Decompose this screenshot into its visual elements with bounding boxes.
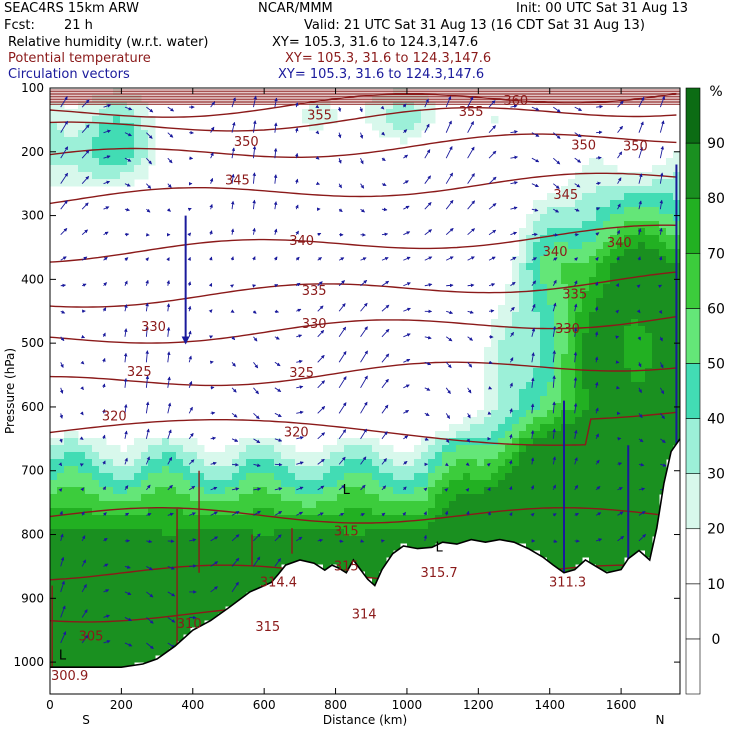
- theta-label: 314.4: [260, 575, 297, 590]
- y-tick-label: 600: [21, 400, 44, 414]
- colorbar-swatch: [685, 87, 701, 144]
- circulation-vectors: [58, 95, 680, 650]
- field-name-vectors: Circulation vectors: [8, 67, 130, 82]
- colorbar-label: 90: [707, 136, 725, 152]
- theta-label: 320: [102, 410, 127, 425]
- low-marker: L: [343, 483, 351, 498]
- init-time: Init: 00 UTC Sat 31 Aug 13: [516, 1, 689, 16]
- theta-label: 314: [352, 607, 377, 622]
- theta-label: 311.3: [549, 575, 586, 590]
- model-name: SEAC4RS 15km ARW: [4, 1, 140, 16]
- colorbar-unit: %: [709, 84, 722, 100]
- y-tick-label: 500: [21, 336, 44, 350]
- north-label: N: [656, 713, 665, 727]
- theta-label: 345: [225, 173, 250, 188]
- colorbar-swatch: [685, 638, 701, 695]
- y-tick-label: 400: [21, 272, 44, 286]
- field-xy-theta: XY= 105.3, 31.6 to 124.3,147.6: [285, 51, 492, 66]
- axes: 100 200 300 400 500 600 700 800 900 1000 0 200 400 60…: [3, 81, 680, 727]
- x-tick-label: 800: [324, 698, 347, 712]
- terrain-line: [50, 438, 681, 668]
- colorbar-label: 60: [707, 301, 725, 317]
- y-axis-label: Pressure (hPa): [3, 348, 17, 434]
- colorbar-swatch: [685, 142, 701, 199]
- theta-label: 350: [234, 135, 259, 150]
- x-tick-label: 1600: [606, 698, 637, 712]
- y-tick-label: 900: [21, 591, 44, 605]
- theta-label: 340: [289, 234, 314, 249]
- colorbar-swatch: [685, 308, 701, 364]
- terrain: [50, 438, 681, 694]
- theta-label: 340: [543, 245, 568, 260]
- theta-label: 350: [623, 140, 648, 155]
- theta-label: 330: [555, 322, 580, 337]
- theta-label: 315.7: [420, 566, 457, 581]
- x-tick-label: 1000: [392, 698, 423, 712]
- forecast-hour: 21 h: [64, 18, 93, 33]
- theta-label: 305: [79, 630, 104, 645]
- theta-label: 350: [571, 138, 596, 153]
- low-marker: L: [435, 540, 443, 555]
- theta-label: 360: [503, 94, 528, 109]
- x-tick-label: 1400: [534, 698, 565, 712]
- y-tick-label: 700: [21, 464, 44, 478]
- colorbar-swatch: [685, 197, 701, 254]
- field-xy-vectors: XY= 105.3, 31.6 to 124.3,147.6: [278, 67, 485, 82]
- colorbar-swatch: [685, 363, 701, 419]
- x-tick-label: 400: [181, 698, 204, 712]
- theta-label: 330: [302, 317, 327, 332]
- theta-label: 355: [307, 108, 332, 123]
- x-tick-label: 600: [253, 698, 276, 712]
- colorbar-label: 70: [707, 246, 725, 262]
- theta-label: 335: [302, 284, 327, 299]
- colorbar-label: 20: [707, 522, 725, 538]
- colorbar: 0 10 20 30 40 50 60 70 80 90%: [685, 84, 725, 695]
- forecast-label: Fcst:: [4, 18, 35, 33]
- y-tick-label: 200: [21, 145, 44, 159]
- valid-time: Valid: 21 UTC Sat 31 Aug 13 (16 CDT Sat …: [304, 18, 645, 33]
- theta-label: 315: [255, 620, 280, 635]
- x-axis-label: Distance (km): [323, 713, 407, 727]
- y-tick-label: 100: [21, 81, 44, 95]
- contour-labels: 360 355 355 350 350 350 345 345 340 340 340 335 335 3…: [51, 94, 648, 684]
- colorbar-label: 50: [707, 356, 725, 372]
- theta-label: 310: [177, 617, 202, 632]
- colorbar-swatch: [685, 252, 701, 309]
- theta-label: 345: [553, 188, 578, 203]
- colorbar-label: 10: [707, 577, 725, 593]
- theta-label: 325: [289, 366, 314, 381]
- field-name-rh: Relative humidity (w.r.t. water): [8, 35, 209, 50]
- x-tick-label: 1200: [463, 698, 494, 712]
- theta-label: 300.9: [51, 669, 88, 684]
- colorbar-label: 40: [707, 412, 725, 428]
- colorbar-label: 80: [707, 191, 725, 207]
- colorbar-swatch: [685, 473, 701, 530]
- colorbar-label: 30: [707, 467, 725, 483]
- colorbar-swatch: [685, 418, 701, 474]
- plot-frame: [49, 87, 681, 695]
- theta-label: 335: [562, 288, 587, 303]
- x-tick-label: 200: [110, 698, 133, 712]
- colorbar-swatch: [685, 528, 701, 585]
- y-tick-label: 800: [21, 528, 44, 542]
- theta-label: 355: [459, 105, 484, 120]
- theta-label: 315: [334, 524, 359, 539]
- field-name-theta: Potential temperature: [8, 51, 151, 66]
- theta-label: 315: [334, 559, 359, 574]
- x-tick-label: 0: [46, 698, 54, 712]
- theta-label: 325: [127, 365, 152, 380]
- low-marker: L: [59, 649, 67, 664]
- field-xy-rh: XY= 105.3, 31.6 to 124.3,147.6: [272, 35, 479, 50]
- theta-label: 340: [607, 236, 632, 251]
- y-tick-label: 300: [21, 209, 44, 223]
- y-tick-label: 1000: [13, 655, 44, 669]
- theta-label: 330: [141, 320, 166, 335]
- colorbar-label: 0: [712, 632, 721, 648]
- colorbar-swatch: [685, 583, 701, 640]
- theta-label: 320: [284, 425, 309, 440]
- org-name: NCAR/MMM: [258, 1, 333, 16]
- south-label: S: [82, 713, 90, 727]
